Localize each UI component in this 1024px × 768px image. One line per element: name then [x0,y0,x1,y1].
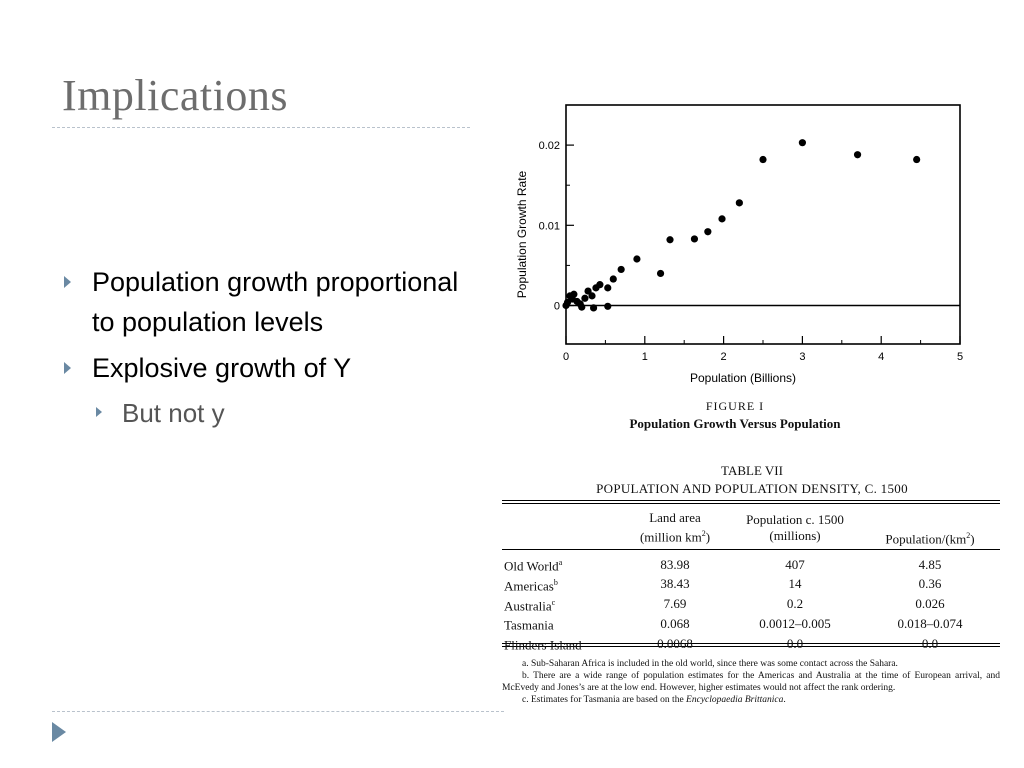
bullet-item: Explosive growth of Y [62,348,482,388]
plot-frame [565,104,961,345]
y-axis-label: Population Growth Rate [515,170,529,298]
table-footnotes: a. Sub-Saharan Africa is included in the… [502,658,1000,706]
data-point [609,275,617,283]
data-point [913,155,921,164]
table-header-rule [502,549,1000,550]
data-points [562,139,921,312]
x-tick-label: 0 [563,351,569,363]
data-point [584,287,592,295]
table-row: Australiac 7.69 0.2 0.026 [504,596,945,613]
table-header-row: Land area (million km2) Population c. 15… [502,507,1000,549]
figure-title: Population Growth Versus Population [629,416,841,431]
data-point [633,255,641,263]
data-point [578,303,586,311]
data-point [604,284,612,292]
data-point [666,236,674,244]
figure-number: FIGURE I [705,399,765,413]
bullet-arrow-icon [64,362,71,374]
table-top-rule [502,503,1000,504]
data-point [570,290,578,298]
x-tick-label: 5 [957,351,963,363]
slide-title: Implications [62,71,288,120]
table-bottom-rule [502,646,1000,647]
table-row: Americasb 38.43 14 0.36 [504,576,942,594]
scatter-chart: 0 1 2 3 4 5 0 0.01 0.02 Population (Billions) Po… [515,104,963,385]
header-density: Population/(km2) [885,530,975,546]
table-title: POPULATION AND POPULATION DENSITY, C. 15… [596,481,908,496]
table-top-rule [502,500,1000,501]
footnote-c: c. Estimates for Tasmania are based on t… [522,695,786,705]
bullet-list: Population growth proportional to popula… [62,262,482,432]
data-point [704,228,712,236]
bullet-arrow-icon [64,276,71,288]
header-blank [502,507,620,549]
slide-nav-arrow-icon [52,722,66,742]
table-row: Flinders Island 0.0068 0.0 0.0 [504,635,939,653]
data-point [735,199,743,207]
table-number: TABLE VII [721,463,783,478]
footer-divider [52,711,504,712]
title-divider [52,127,470,128]
y-tick-label: 0 [554,301,560,313]
data-point [589,304,598,312]
x-tick-label: 1 [642,351,648,363]
data-point [798,139,806,147]
bullet-text: Explosive growth of Y [92,353,352,383]
header-population: Population c. 1500 (millions) [746,512,844,543]
x-axis-label: Population (Billions) [690,371,796,385]
data-point [617,265,625,274]
bullet-text: Population growth proportional to popula… [92,267,459,337]
data-point [690,235,699,243]
footnote-b: b. There are a wide range of population … [502,671,1000,693]
data-point [588,292,596,300]
footnote-a: a. Sub-Saharan Africa is included in the… [522,659,898,669]
axis-ticks [565,144,961,344]
data-point [604,302,612,310]
population-table: Land area (million km2) Population c. 15… [502,507,1000,654]
subbullet-arrow-icon [96,407,102,417]
tick-labels: 0 1 2 3 4 5 0 0.01 0.02 [539,140,963,363]
subbullet-text: But not y [122,398,225,428]
data-point [656,269,665,278]
y-tick-label: 0.02 [539,140,560,152]
y-tick-label: 0.01 [539,220,560,232]
x-tick-label: 3 [799,351,805,363]
x-tick-label: 4 [878,351,884,363]
data-point [853,151,862,159]
header-land-area: Land area (million km2) [639,510,711,545]
data-point [581,294,589,302]
data-point [596,281,604,289]
data-point [759,155,767,164]
subbullet-item: But not y [62,394,482,432]
table-row: Old Worlda 83.98 407 4.85 [504,556,942,574]
data-point [718,215,726,223]
bullet-item: Population growth proportional to popula… [62,262,482,342]
x-tick-label: 2 [721,351,727,363]
table-bottom-rule [502,643,1000,644]
table-row: Tasmania 0.068 0.0012–0.005 0.018–0.074 [504,616,963,633]
